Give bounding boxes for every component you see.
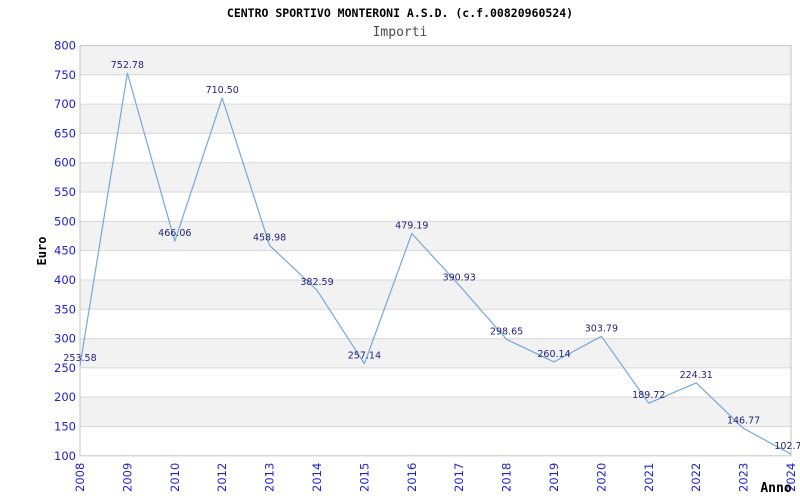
plot-band (80, 104, 791, 134)
y-tick-label: 800 (54, 39, 76, 53)
y-tick-label: 250 (54, 361, 76, 375)
y-tick-label: 150 (54, 419, 76, 433)
plot-band (80, 279, 791, 310)
data-point-label: 257.14 (348, 351, 381, 362)
x-tick-label: 2008 (73, 463, 87, 492)
plot-band (80, 221, 791, 251)
data-point-label: 382.59 (300, 277, 333, 288)
x-tick-label: 2010 (168, 463, 182, 492)
x-tick-label: 2013 (263, 463, 277, 492)
plot-band (80, 338, 791, 368)
y-tick-label: 500 (54, 214, 76, 228)
x-tick-label: 2009 (120, 463, 134, 492)
data-point-label: 479.19 (395, 221, 428, 232)
y-tick-label: 750 (54, 68, 76, 82)
data-line (79, 72, 792, 455)
data-point-label: 224.31 (680, 370, 713, 381)
data-point-label: 710.50 (206, 85, 239, 96)
y-tick-label: 350 (54, 302, 76, 316)
y-tick-label: 450 (54, 244, 76, 258)
chart-title: CENTRO SPORTIVO MONTERONI A.S.D. (c.f.00… (226, 6, 574, 20)
plot-band (80, 45, 791, 75)
chart-subtitle: Importi (372, 25, 428, 40)
x-tick-label: 2024 (784, 463, 798, 492)
x-tick-label: 2014 (310, 463, 324, 492)
data-point-label: 189.72 (632, 390, 665, 401)
y-axis-title: Euro (35, 237, 49, 266)
data-point-label: 260.14 (537, 349, 570, 360)
plot-band (80, 162, 791, 193)
data-point-label: 146.77 (727, 415, 760, 426)
x-tick-label: 2016 (405, 463, 419, 492)
x-tick-label: 2012 (215, 463, 229, 492)
x-tick-label: 2020 (594, 463, 608, 492)
data-point-label: 390.93 (443, 272, 476, 283)
x-tick-label: 2023 (737, 463, 751, 492)
x-tick-label: 2015 (357, 463, 371, 492)
data-point-label: 102.78 (774, 441, 800, 452)
y-tick-label: 600 (54, 156, 76, 170)
y-tick-label: 100 (54, 449, 76, 463)
y-tick-label: 650 (54, 126, 76, 140)
x-tick-label: 2019 (547, 463, 561, 492)
y-tick-label: 700 (54, 97, 76, 111)
plot-frame (79, 45, 792, 457)
y-tick-label: 550 (54, 185, 76, 199)
plot-band (80, 397, 791, 427)
data-point-label: 298.65 (490, 326, 523, 337)
x-axis-title: Anno (760, 481, 791, 496)
data-point-label: 752.78 (111, 60, 144, 71)
x-tick-label: 2021 (642, 463, 656, 492)
y-tick-label: 300 (54, 332, 76, 346)
data-point-label: 458.98 (253, 232, 286, 243)
x-tick-label: 2018 (500, 463, 514, 492)
y-tick-label: 400 (54, 273, 76, 287)
data-point-label: 466.06 (158, 228, 191, 239)
data-point-label: 303.79 (585, 323, 618, 334)
x-tick-label: 2017 (452, 463, 466, 492)
x-tick-label: 2022 (689, 463, 703, 492)
y-tick-label: 200 (54, 390, 76, 404)
data-point-label: 253.58 (63, 353, 96, 364)
